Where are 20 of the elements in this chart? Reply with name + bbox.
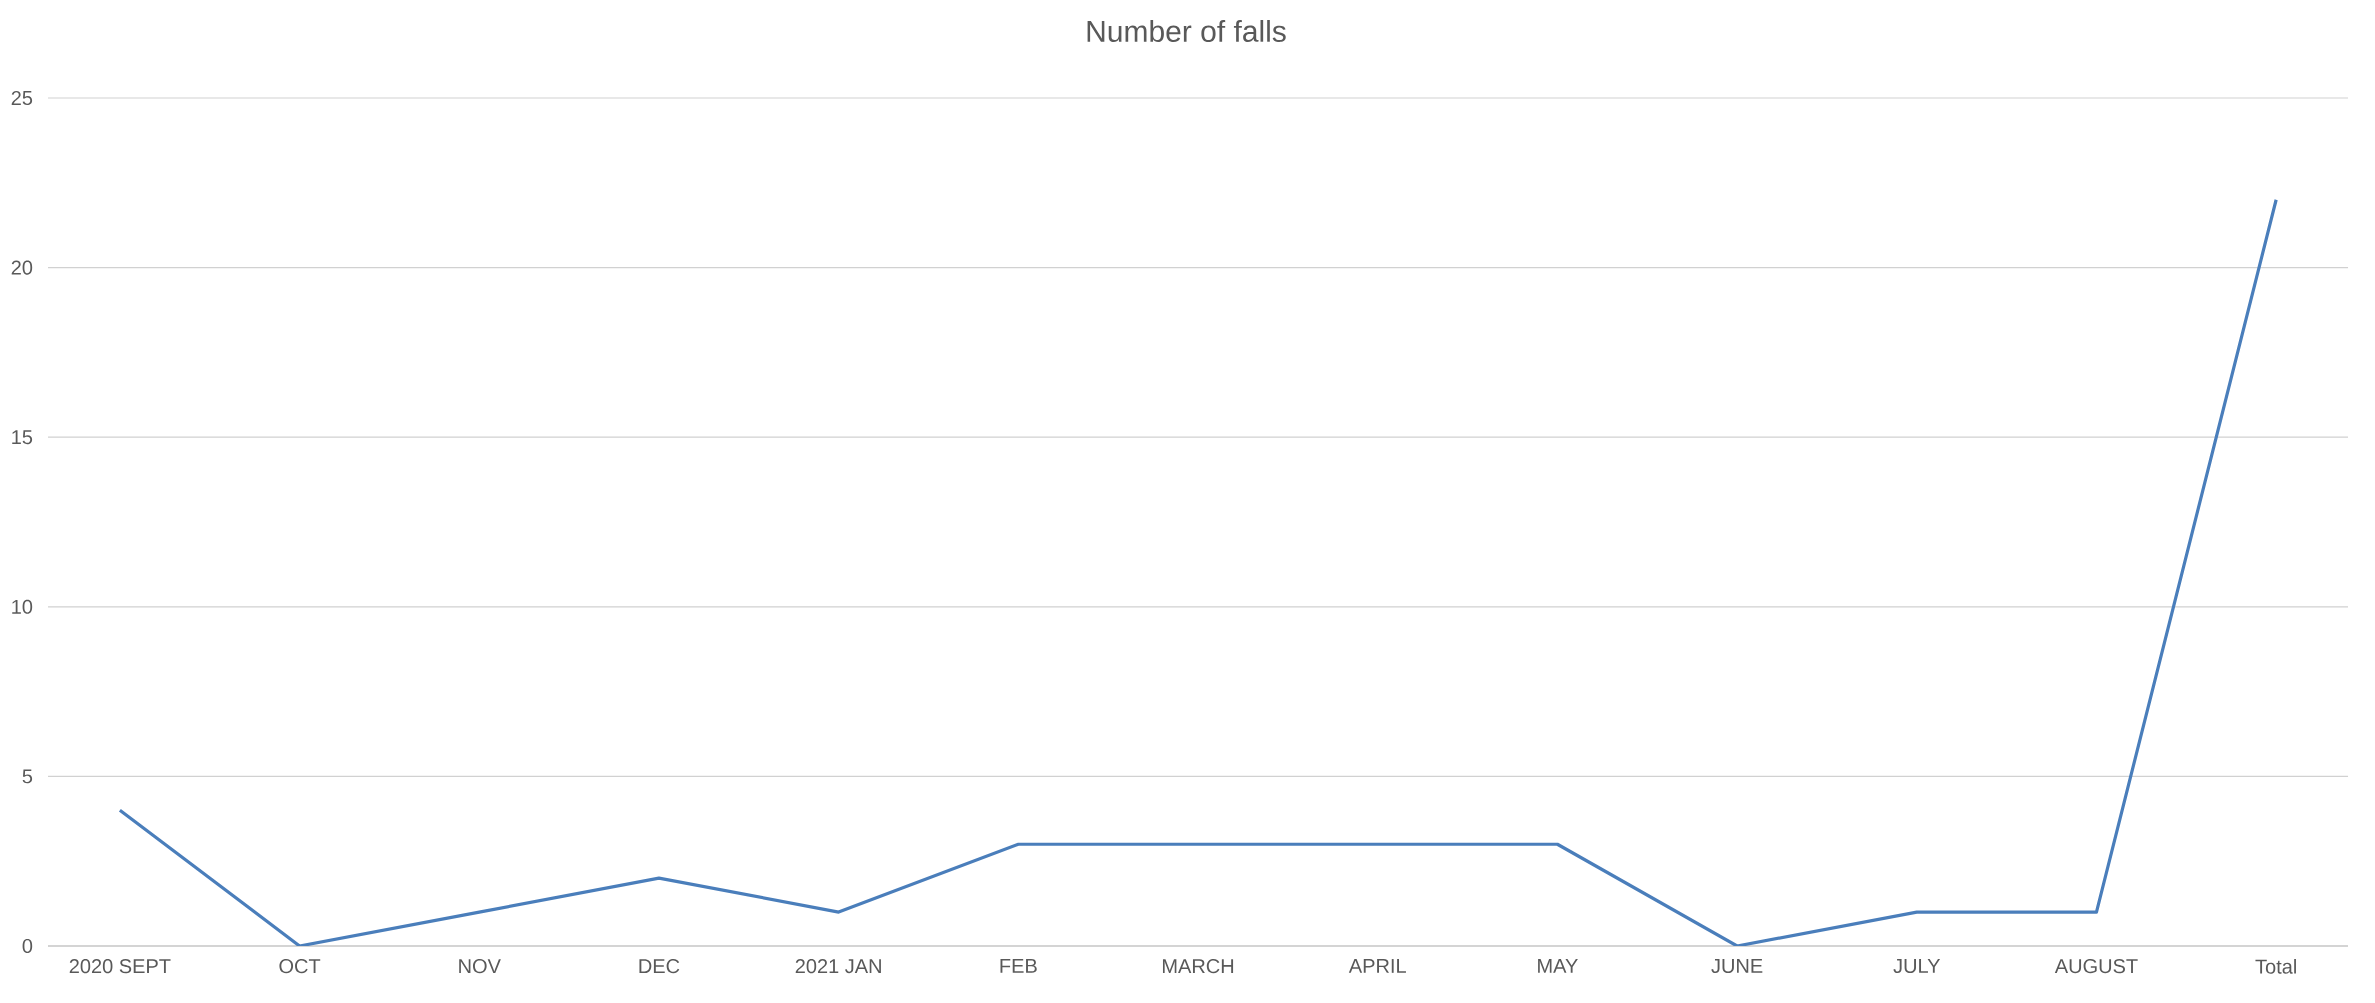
x-tick-label: APRIL [1348, 959, 1406, 973]
y-tick-label: 0 [22, 938, 33, 954]
x-tick-label: MARCH [1162, 959, 1234, 974]
y-tick-label: 15 [12, 430, 33, 445]
x-tick-label: 2021 JAN [795, 959, 881, 974]
y-tick-label: 10 [12, 599, 33, 614]
x-tick-label: AUGUST [2054, 959, 2138, 974]
x-tick-label: Total [2255, 959, 2296, 974]
y-tick-label: 20 [11, 260, 33, 275]
x-tick-label: JULY [1893, 959, 1941, 974]
x-tick-label: NOV [459, 959, 501, 974]
x-tick-label: 2020 SEPT [69, 959, 171, 974]
x-tick-label: DEC [639, 959, 680, 974]
chart-title: Number of falls [1087, 19, 1286, 42]
x-tick-label: JUNE [1711, 959, 1763, 974]
y-tick-label: 25 [11, 90, 33, 106]
x-tick-label: MAY [1538, 959, 1578, 973]
y-tick-label: 5 [22, 769, 33, 784]
x-tick-label: FEB [1000, 959, 1037, 973]
x-tick-label: OCT [279, 959, 321, 974]
